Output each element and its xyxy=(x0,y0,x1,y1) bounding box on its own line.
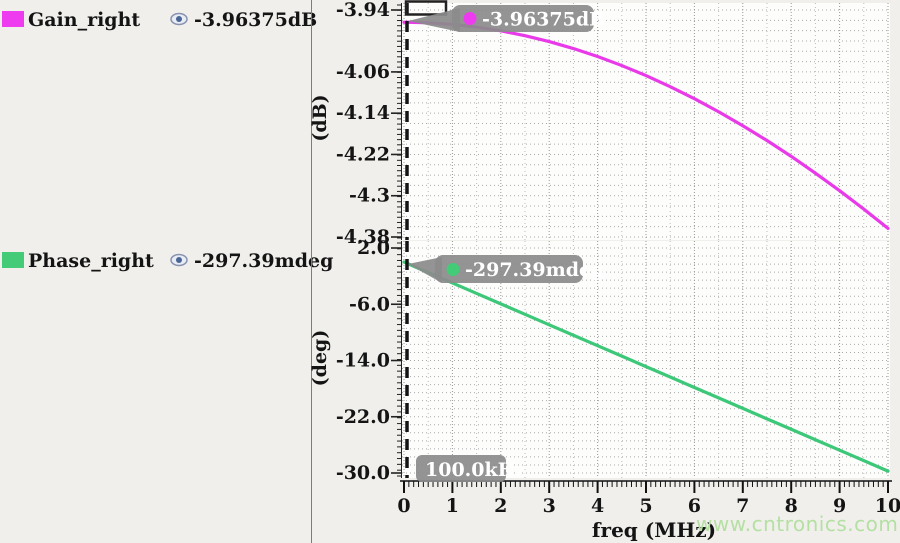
y-tick-label: -4.06 xyxy=(336,61,390,83)
marker-label-text: 100.0kHz xyxy=(425,459,527,481)
legend-item-phase[interactable]: Phase_right -297.39mdeg xyxy=(0,250,333,274)
y-tick-label: -4.38 xyxy=(336,226,390,248)
x-tick-label: 5 xyxy=(639,495,652,517)
y-tick-label: -4.3 xyxy=(349,185,390,207)
panel-separator xyxy=(311,0,312,543)
gain-color-swatch xyxy=(2,11,24,27)
marker-frequency-label[interactable]: 100.0kHz xyxy=(416,455,527,482)
x-tick-label: 9 xyxy=(833,495,846,517)
gain-marker-dot xyxy=(463,12,477,25)
phase-plot: 2.0 -6.0 -14.0 -22.0 -30.0 0 1 2 3 4 5 6 7 8 9 10 (deg)… xyxy=(309,237,900,542)
y-tick-label: -6.0 xyxy=(349,293,390,315)
x-tick-label: 2 xyxy=(494,495,507,517)
watermark: www.cntronics.com xyxy=(696,512,899,536)
tooltip-box xyxy=(435,255,583,283)
marker-label-box xyxy=(416,455,506,482)
y-tick-label: -3.94 xyxy=(336,0,390,21)
phase-marker-value: -297.39mdeg xyxy=(194,250,334,272)
eye-icon[interactable] xyxy=(170,12,188,26)
x-tick-label: 10 xyxy=(875,495,900,517)
phase-marker-tooltip[interactable]: -297.39mdeg xyxy=(408,255,604,283)
tooltip-callout-tail xyxy=(408,8,460,32)
gain-trace-label: Gain_right xyxy=(28,9,141,31)
x-tick-label: 0 xyxy=(397,495,410,517)
tooltip-box xyxy=(452,5,594,32)
y-tick-label: -14.0 xyxy=(336,350,390,372)
eye-icon[interactable] xyxy=(170,253,188,267)
x-tick-label: 8 xyxy=(785,495,798,517)
x-tick-label: 1 xyxy=(446,495,459,517)
phase-color-swatch xyxy=(2,252,24,268)
x-tick-label: 4 xyxy=(591,495,604,517)
gain-plot-generated: -3.94 -4.06 -4.14 -4.22 -4.3 -4.38 xyxy=(336,0,890,248)
gain-plot: -3.94 -4.06 -4.14 -4.22 -4.3 -4.38 (dB) -3.96… xyxy=(309,0,890,248)
phase-trace-label: Phase_right xyxy=(28,250,154,272)
gain-marker-tooltip[interactable]: -3.96375dB xyxy=(408,5,605,32)
x-tick-label: 7 xyxy=(736,495,749,517)
x-tick-label: 3 xyxy=(543,495,556,517)
phase-y-axis-unit: (deg) xyxy=(309,330,331,387)
phase-marker-dot xyxy=(446,263,460,276)
y-tick-label: 2.0 xyxy=(357,237,390,259)
gain-y-axis-unit: (dB) xyxy=(309,94,331,141)
y-tick-label: -30.0 xyxy=(336,462,390,484)
gain-tooltip-text: -3.96375dB xyxy=(482,9,605,31)
legend-item-gain[interactable]: Gain_right -3.96375dB xyxy=(0,9,317,33)
freq-marker-handle[interactable] xyxy=(404,0,448,16)
y-tick-label: -4.22 xyxy=(336,143,390,165)
x-tick-label: 6 xyxy=(688,495,701,517)
phase-tooltip-text: -297.39mdeg xyxy=(465,259,604,281)
Phase_right-curve[interactable] xyxy=(402,260,890,473)
tooltip-callout-tail xyxy=(408,257,442,283)
x-axis-title: freq (MHz) xyxy=(592,518,716,542)
y-tick-label: -4.14 xyxy=(336,102,390,124)
y-tick-label: -22.0 xyxy=(336,406,390,428)
gain-marker-value: -3.96375dB xyxy=(194,9,318,31)
